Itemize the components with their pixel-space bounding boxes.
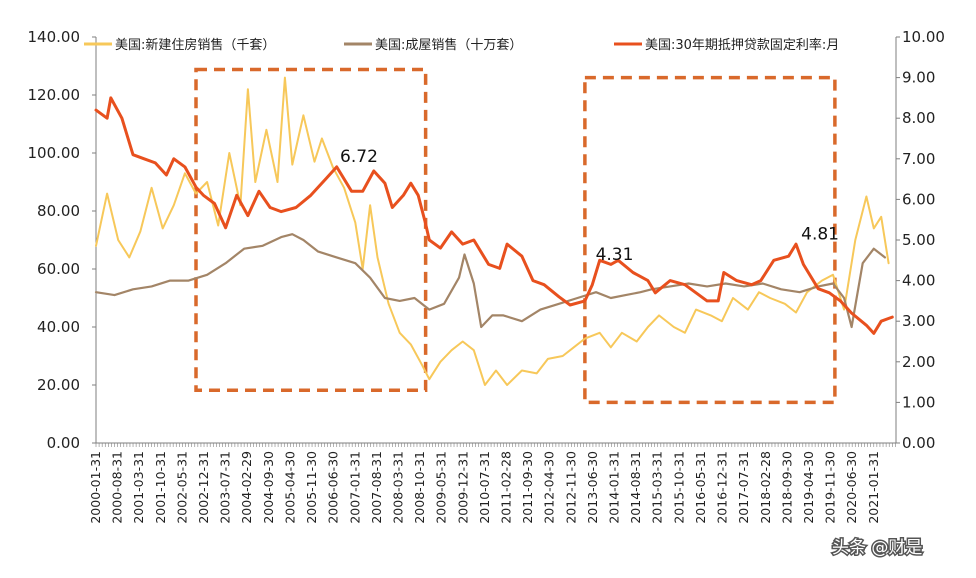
y-right-tick-label: 0.00 [902,434,935,452]
y-right-tick-label: 2.00 [902,353,935,371]
x-tick-label: 2021-01-31 [866,451,881,524]
x-tick-label: 2015-03-31 [650,451,665,524]
x-tick-label: 2003-07-31 [218,451,233,524]
x-tick-label: 2002-12-31 [196,451,211,524]
legend-item-mortgage-rate: 美国:30年期抵押贷款固定利率:月 [614,37,839,53]
legend-label-existing-home-sales: 美国:成屋销售（十万套） [375,37,522,53]
x-tick-label: 2011-09-30 [520,451,535,524]
y-left-tick-label: 0.00 [47,434,80,452]
x-tick-label: 2005-11-30 [304,451,319,524]
x-tick-label: 2015-10-31 [671,451,686,524]
x-tick-label: 2007-01-31 [347,451,362,524]
series-line-mortgage-rate [94,96,894,335]
x-tick-label: 2020-06-30 [844,451,859,524]
x-tick-label: 2014-01-31 [607,451,622,524]
y-right-tick-label: 1.00 [902,393,935,411]
x-tick-label: 2004-02-29 [239,451,254,524]
y-left-tick-label: 20.00 [37,376,80,394]
x-tick-label: 2004-09-30 [261,451,276,524]
x-tick-label: 2012-04-30 [542,451,557,524]
y-right-tick-label: 8.00 [902,109,935,127]
annotations: 6.72 4.31 4.81 [340,147,839,265]
x-tick-label: 2017-07-31 [736,451,751,524]
x-tick-label: 2006-06-30 [326,451,341,524]
highlight-boxes [194,67,837,405]
y-left-tick-label: 80.00 [37,202,80,220]
y-right-tick-label: 10.00 [902,28,945,46]
legend-item-existing-home-sales: 美国:成屋销售（十万套） [344,37,522,53]
x-tick-label: 2002-05-31 [174,451,189,524]
annotation-label: 4.81 [801,225,839,245]
highlight-box [194,67,428,392]
legend-label-mortgage-rate: 美国:30年期抵押贷款固定利率:月 [645,37,839,53]
x-tick-label: 2009-12-31 [455,451,470,524]
x-tick-label: 2011-02-28 [498,451,513,524]
x-tick-label: 2007-08-31 [369,451,384,524]
legend-item-new-home-sales: 美国:新建住房销售（千套） [84,37,275,53]
watermark: 头条 @财是 [831,537,924,560]
annotation-label: 4.31 [596,245,634,265]
x-tick-label: 2019-11-30 [823,451,838,524]
y-left-tick-label: 140.00 [28,28,81,46]
x-tick-label: 2018-02-28 [758,451,773,524]
y-right-tick-label: 7.00 [902,150,935,168]
y-right-tick-label: 6.00 [902,190,935,208]
y-left-tick-label: 120.00 [28,86,81,104]
y-left-tick-label: 60.00 [37,260,80,278]
x-tick-label: 2001-10-31 [153,451,168,524]
legend-label-new-home-sales: 美国:新建住房销售（千套） [115,37,275,53]
x-tick-label: 2008-10-31 [412,451,427,524]
series-lines [94,76,894,386]
annotation-label: 6.72 [340,147,378,167]
x-tick-label: 2018-09-30 [779,451,794,524]
series-line-new-home-sales [95,76,890,386]
x-tick-label: 2016-12-31 [715,451,730,524]
x-tick-label: 2009-05-31 [434,451,449,524]
axes: 0.00 20.00 40.00 60.00 80.00 100.00 120.00 140.… [28,28,945,524]
y-right-tick-label: 3.00 [902,312,935,330]
x-tick-label: 2010-07-31 [477,451,492,524]
x-tick-label: 2000-01-31 [88,451,103,524]
y-right-tick-label: 5.00 [902,231,935,249]
watermark-text: 头条 @财是 [832,538,922,558]
x-tick-label: 2014-08-31 [628,451,643,524]
x-tick-label: 2000-08-31 [110,451,125,524]
y-right-tick-label: 4.00 [902,272,935,290]
x-tick-label: 2008-03-31 [390,451,405,524]
x-tick-label: 2016-05-31 [693,451,708,524]
x-tick-label: 2012-11-30 [563,451,578,524]
y-right-tick-label: 9.00 [902,69,935,87]
x-tick-label: 2005-04-30 [282,451,297,524]
x-tick-label: 2013-06-30 [585,451,600,524]
series-line-existing-home-sales [94,233,887,329]
legend: 美国:新建住房销售（千套） 美国:成屋销售（十万套） 美国:30年期抵押贷款固定… [84,37,839,53]
x-tick-label: 2019-04-30 [801,451,816,524]
y-left-tick-label: 100.00 [28,144,81,162]
x-tick-label: 2001-03-31 [131,451,146,524]
y-left-tick-label: 40.00 [37,318,80,336]
